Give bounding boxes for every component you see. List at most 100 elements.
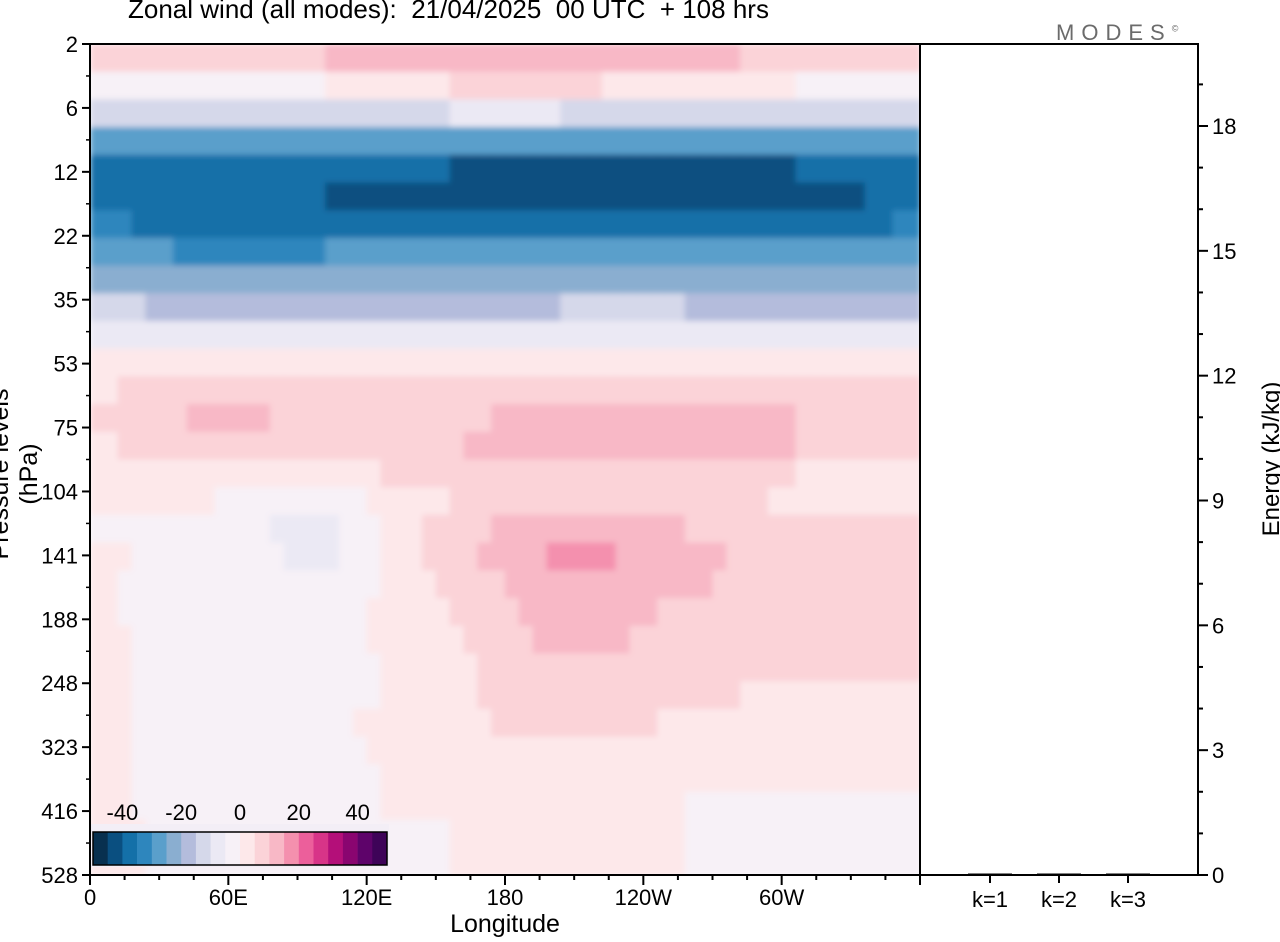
heatmap-cell <box>615 44 631 73</box>
heatmap-cell <box>754 625 769 655</box>
heatmap-cell <box>380 708 396 738</box>
heatmap-cell <box>325 71 340 101</box>
heatmap-cell <box>574 708 589 738</box>
heatmap-cell <box>228 791 243 821</box>
heatmap-cell <box>684 99 700 128</box>
heatmap-cell <box>850 265 866 295</box>
heatmap-cell <box>394 154 409 184</box>
heatmap-cell <box>823 708 838 738</box>
heatmap-cell <box>823 44 838 73</box>
heatmap-cell <box>269 127 285 156</box>
heatmap-cell <box>726 210 741 239</box>
heatmap-cell <box>809 404 824 433</box>
heatmap-cell <box>159 459 174 488</box>
heatmap-cell <box>795 99 811 128</box>
heatmap-cell <box>200 348 216 378</box>
heatmap-cell <box>906 431 920 461</box>
heatmap-cell <box>532 653 548 682</box>
heatmap-cell <box>103 736 119 765</box>
heatmap-cell <box>698 681 714 710</box>
heatmap-cell <box>781 293 797 322</box>
heatmap-cell <box>103 459 119 488</box>
heatmap-cell <box>228 404 243 433</box>
heatmap-cell <box>435 819 451 849</box>
heatmap-cell <box>186 154 202 184</box>
heatmap-cell <box>422 404 437 433</box>
heatmap-cell <box>339 265 354 295</box>
heatmap-cell <box>754 210 769 239</box>
energy-tick-label: 0 <box>1212 863 1224 888</box>
heatmap-cell <box>422 154 437 184</box>
heatmap-cell <box>491 791 506 821</box>
heatmap-cell <box>671 210 686 239</box>
heatmap-cell <box>394 99 409 128</box>
heatmap-cell <box>408 653 423 682</box>
heatmap-cell <box>574 681 589 710</box>
heatmap-cell <box>878 791 894 821</box>
heatmap-cell <box>352 265 368 295</box>
heatmap-cell <box>297 265 313 295</box>
heatmap-cell <box>754 348 769 378</box>
heatmap-cell <box>297 404 313 433</box>
heatmap-cell <box>532 127 548 156</box>
heatmap-cell <box>283 404 299 433</box>
heatmap-cell <box>754 764 769 793</box>
heatmap-cell <box>311 764 326 793</box>
heatmap-cell <box>850 625 866 655</box>
heatmap-cell <box>269 570 285 599</box>
heatmap-cell <box>297 348 313 378</box>
heatmap-cell <box>601 653 617 682</box>
heatmap-cell <box>643 237 658 267</box>
heatmap-cell <box>242 459 257 488</box>
heatmap-cell <box>892 127 907 156</box>
heatmap-cell <box>90 71 105 101</box>
heatmap-cell <box>491 625 506 655</box>
heatmap-cell <box>864 819 880 849</box>
heatmap-cell <box>449 459 465 488</box>
heatmap-cell <box>574 321 589 350</box>
heatmap-cell <box>159 791 174 821</box>
heatmap-cell <box>186 293 202 322</box>
heatmap-cell <box>200 431 216 461</box>
heatmap-cell <box>671 514 686 544</box>
heatmap-cell <box>809 598 824 627</box>
heatmap-cell <box>726 293 741 322</box>
heatmap-cell <box>214 237 230 267</box>
colorbar-swatch <box>240 832 255 865</box>
heatmap-cell <box>117 681 133 710</box>
heatmap-cell <box>781 71 797 101</box>
heatmap-cell <box>588 44 603 73</box>
heatmap-cell <box>906 625 920 655</box>
heatmap-cell <box>864 182 880 211</box>
heatmap-cell <box>657 127 672 156</box>
heatmap-cell <box>159 265 174 295</box>
heatmap-cell <box>90 681 105 710</box>
heatmap-cell <box>131 736 147 765</box>
heatmap-cell <box>173 487 188 516</box>
energy-tick-label: 18 <box>1212 114 1236 139</box>
heatmap-cell <box>712 376 728 405</box>
heatmap-cell <box>615 404 631 433</box>
heatmap-cell <box>532 154 548 184</box>
heatmap-cell <box>269 542 285 572</box>
heatmap-cell <box>394 431 409 461</box>
heatmap-cell <box>864 154 880 184</box>
heatmap-cell <box>850 459 866 488</box>
heatmap-cell <box>200 376 216 405</box>
heatmap-cell <box>491 210 506 239</box>
heatmap-cell <box>878 653 894 682</box>
heatmap-cell <box>491 237 506 267</box>
heatmap-cell <box>352 182 368 211</box>
heatmap-cell <box>408 625 423 655</box>
heatmap-cell <box>145 459 160 488</box>
heatmap-cell <box>90 459 105 488</box>
heatmap-cell <box>546 237 562 267</box>
heatmap-cell <box>228 736 243 765</box>
heatmap-cell <box>159 99 174 128</box>
heatmap-cell <box>477 431 492 461</box>
heatmap-cell <box>325 736 340 765</box>
heatmap-cell <box>643 154 658 184</box>
heatmap-cell <box>574 625 589 655</box>
heatmap-cell <box>491 293 506 322</box>
heatmap-cell <box>767 210 783 239</box>
